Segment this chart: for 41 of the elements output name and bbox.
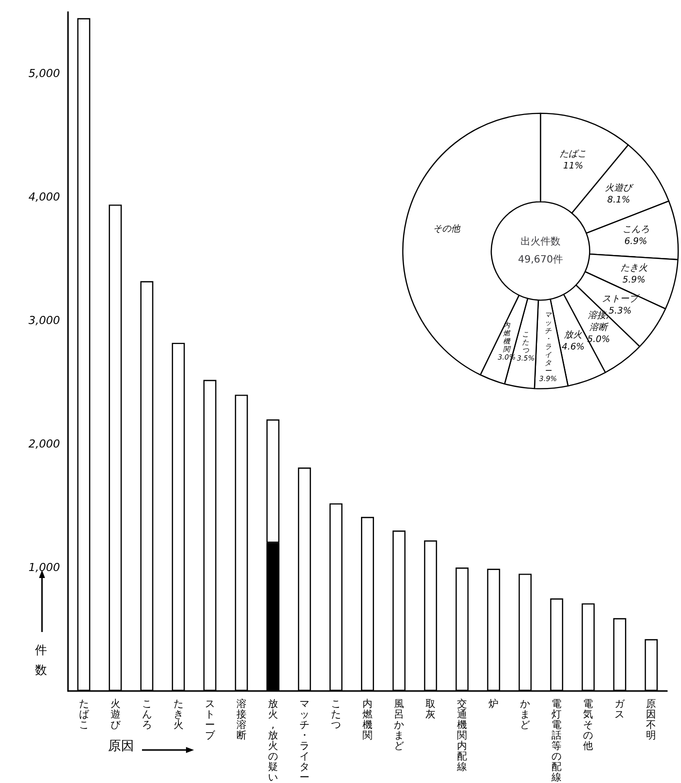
- x-tick-label: 内燃機関: [362, 698, 372, 742]
- x-tick-label: 炉: [488, 698, 499, 710]
- data-label: 11%: [563, 161, 584, 172]
- data-label: 6.9%: [624, 237, 648, 248]
- data-label: 8.1%: [607, 196, 630, 206]
- x-tick-label: 放火,放火の疑い: [268, 698, 278, 783]
- y-tick-label: 4,000: [28, 190, 60, 204]
- data-label: 4.6%: [562, 342, 585, 353]
- slice-label: こんろ: [622, 225, 650, 236]
- x-tick-label: 取灰: [426, 698, 436, 720]
- y-axis-title: 件数: [35, 643, 47, 677]
- x-axis-title: 原因: [108, 739, 134, 754]
- x-tick-label: 溶接溶断: [236, 698, 246, 742]
- y-tick-label: 5,000: [28, 67, 60, 80]
- slice-label: ストーブ: [602, 293, 640, 304]
- x-tick-label: 風呂かまど: [394, 698, 404, 752]
- slice-label: たばこ: [560, 148, 587, 160]
- x-tick-label: こたつ: [330, 698, 341, 731]
- x-tick-label: 交通機関内配線: [456, 698, 468, 773]
- x-tick-label: 原因不明: [646, 698, 656, 742]
- slice-label: 放火: [564, 330, 582, 341]
- x-tick-label: こんろ: [142, 698, 152, 731]
- x-tick-label: たき火: [173, 698, 184, 731]
- slice-label: たき火: [620, 262, 648, 274]
- slice-label: 火遊び: [605, 182, 634, 194]
- slice-label: 溶接, 溶断: [588, 310, 610, 333]
- y-tick-label: 3,000: [28, 314, 60, 328]
- data-label: 5.9%: [622, 276, 646, 286]
- y-tick-label: 1,000: [28, 561, 60, 574]
- x-tick-label: ガス: [614, 698, 626, 720]
- x-tick-label: 電灯電話等の配線: [550, 698, 562, 783]
- x-tick-label: マッチ・ライター: [299, 698, 310, 783]
- text: 出火件数 49,670件: [518, 236, 563, 266]
- data-label: 5.3%: [608, 306, 632, 316]
- x-tick-label: 電気その他: [583, 698, 594, 752]
- slice-label: その他: [433, 223, 462, 234]
- x-tick-label: たばこ: [78, 698, 90, 731]
- x-tick-label: ストーブ: [204, 698, 216, 742]
- y-tick-label: 2,000: [28, 438, 60, 451]
- x-tick-label: 火遊び: [110, 698, 122, 731]
- x-tick-label: かまど: [520, 698, 530, 731]
